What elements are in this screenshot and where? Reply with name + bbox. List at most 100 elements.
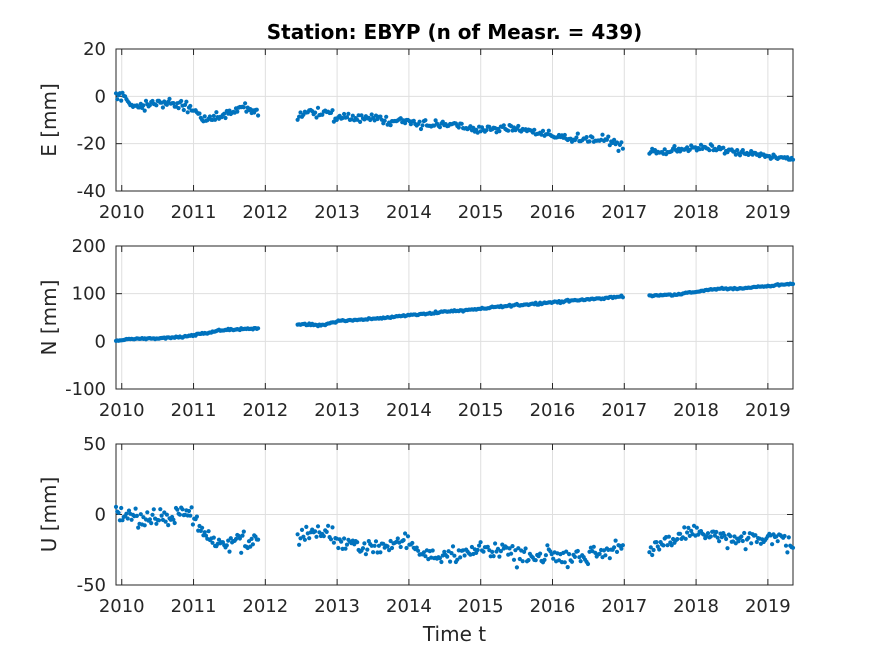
data-point bbox=[545, 543, 550, 548]
data-point bbox=[506, 128, 511, 133]
data-point bbox=[331, 540, 336, 545]
data-point bbox=[694, 525, 699, 530]
data-point bbox=[651, 547, 656, 553]
data-point bbox=[172, 520, 177, 526]
data-point bbox=[166, 523, 171, 528]
data-point bbox=[604, 137, 610, 142]
data-point bbox=[211, 535, 216, 540]
data-point bbox=[477, 543, 482, 548]
data-point bbox=[398, 544, 403, 550]
data-point bbox=[133, 506, 138, 511]
data-point bbox=[213, 117, 218, 122]
data-point bbox=[707, 148, 712, 153]
data-point bbox=[418, 126, 424, 132]
data-point bbox=[403, 531, 408, 536]
y-tick-label: 0 bbox=[95, 86, 106, 107]
data-point bbox=[672, 144, 677, 149]
data-point bbox=[647, 550, 652, 555]
data-point bbox=[138, 512, 143, 517]
data-point bbox=[119, 98, 124, 103]
data-point bbox=[661, 543, 666, 548]
data-point bbox=[227, 549, 232, 554]
data-point bbox=[657, 547, 662, 552]
data-point bbox=[746, 535, 751, 541]
data-point bbox=[587, 139, 592, 144]
data-point bbox=[200, 525, 205, 530]
x-tick-label: 2013 bbox=[314, 596, 360, 617]
data-point bbox=[184, 99, 189, 104]
y-axis-label: N [mm] bbox=[37, 280, 61, 356]
data-point bbox=[177, 512, 182, 517]
data-point bbox=[540, 128, 546, 133]
data-point bbox=[302, 537, 307, 542]
data-point bbox=[590, 135, 595, 140]
x-tick-label: 2014 bbox=[386, 400, 432, 421]
data-point bbox=[562, 132, 567, 138]
data-point bbox=[179, 98, 184, 104]
data-point bbox=[197, 111, 202, 116]
data-point bbox=[498, 549, 503, 554]
data-point bbox=[344, 115, 350, 120]
data-point bbox=[167, 96, 172, 101]
data-point bbox=[384, 114, 389, 119]
data-point bbox=[666, 534, 672, 539]
data-point bbox=[129, 517, 134, 522]
data-point bbox=[603, 553, 608, 558]
data-point bbox=[324, 529, 329, 535]
data-point bbox=[462, 553, 467, 558]
data-point bbox=[437, 125, 442, 130]
data-point bbox=[321, 534, 326, 539]
data-point bbox=[228, 536, 233, 541]
data-point bbox=[350, 113, 355, 118]
data-point bbox=[620, 295, 626, 300]
data-point bbox=[189, 505, 194, 510]
y-tick-label: 100 bbox=[72, 284, 106, 305]
data-point bbox=[202, 114, 207, 119]
data-point bbox=[314, 115, 319, 120]
data-point bbox=[119, 505, 124, 511]
data-point bbox=[523, 546, 528, 551]
y-tick-label: 0 bbox=[95, 505, 106, 526]
data-point bbox=[493, 541, 498, 546]
data-point bbox=[241, 105, 246, 110]
data-point bbox=[307, 536, 312, 541]
data-point bbox=[186, 508, 192, 514]
axes-outline-E bbox=[115, 48, 794, 192]
data-point bbox=[180, 507, 185, 512]
data-point bbox=[648, 545, 653, 550]
data-point bbox=[770, 542, 775, 547]
data-point bbox=[721, 145, 726, 150]
y-tick-label: -50 bbox=[77, 575, 106, 596]
data-point bbox=[678, 531, 683, 536]
x-tick-label: 2010 bbox=[99, 400, 145, 421]
data-point bbox=[295, 532, 300, 537]
y-tick-label: 20 bbox=[83, 39, 106, 60]
data-point bbox=[458, 555, 463, 560]
data-point bbox=[600, 132, 605, 137]
data-point bbox=[546, 128, 551, 133]
data-point bbox=[584, 135, 589, 140]
data-point bbox=[188, 513, 193, 518]
data-point bbox=[113, 504, 119, 509]
data-point bbox=[214, 110, 219, 115]
data-point bbox=[790, 545, 796, 550]
x-tick-label: 2014 bbox=[386, 596, 432, 617]
data-point bbox=[606, 134, 611, 139]
x-tick-label: 2018 bbox=[673, 596, 719, 617]
data-point bbox=[395, 536, 400, 541]
data-point bbox=[315, 524, 321, 529]
data-point bbox=[416, 548, 421, 553]
data-point bbox=[403, 121, 408, 126]
data-point bbox=[578, 559, 583, 564]
data-point bbox=[456, 125, 461, 130]
data-point bbox=[378, 114, 383, 119]
x-tick-label: 2013 bbox=[314, 400, 360, 421]
data-point bbox=[254, 107, 259, 112]
data-point bbox=[233, 536, 239, 542]
data-point bbox=[743, 547, 748, 552]
data-point bbox=[211, 113, 216, 118]
data-point bbox=[149, 521, 154, 526]
x-tick-label: 2019 bbox=[745, 596, 791, 617]
data-point bbox=[495, 546, 501, 551]
panel-E: 2010 2011 2012 2013 2014 2015 2016 2017 2018 2019… bbox=[37, 20, 796, 223]
